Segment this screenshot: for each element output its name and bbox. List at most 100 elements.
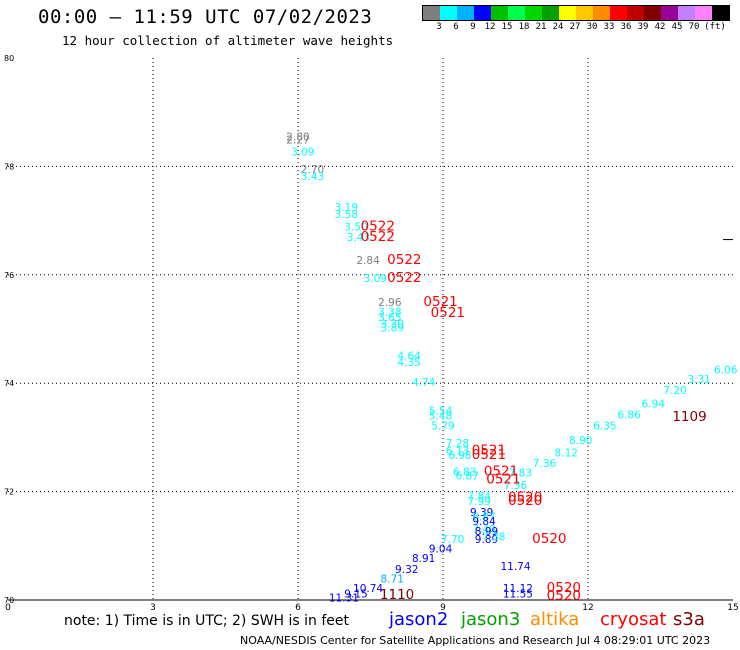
wave-height-point: 7.38: [482, 531, 505, 543]
wave-height-point: 2.84: [356, 255, 380, 267]
wave-height-point: 3.43: [301, 171, 324, 183]
legend-jason3: jason3: [461, 609, 521, 630]
pass-time-label: 0521: [484, 463, 518, 479]
color-scale-label: 21: [535, 22, 547, 32]
wave-height-point: 8.91: [412, 553, 435, 565]
pass-time-label: 0520: [508, 489, 542, 505]
x-tick-label: 15: [727, 603, 738, 613]
wave-height-point: 4.35: [397, 357, 420, 369]
color-scale-label: 39: [637, 22, 649, 32]
color-scale-label: (ft): [704, 22, 726, 32]
color-scale-label: 9: [470, 22, 476, 32]
wave-height-point: 3.38: [378, 306, 401, 318]
color-scale-label: 70: [688, 22, 700, 32]
wave-height-point: 3.31: [687, 374, 710, 386]
color-swatch-17: [712, 6, 729, 20]
wave-height-point: 7.84: [468, 491, 492, 503]
wave-height-point: 9.39: [470, 507, 493, 519]
wave-height-point: 2.96: [378, 297, 402, 309]
y-tick-label: 72: [4, 488, 14, 497]
color-swatch-0: [423, 6, 440, 20]
wave-height-point: 6.06: [714, 364, 738, 376]
wave-height-point: 3.09: [364, 273, 387, 285]
color-scale-labels: 3 6 9 12 15 18 21 24 27 30 33 36 39 42 45 70 (ft): [422, 22, 740, 34]
wave-height-point: 4.64: [397, 350, 421, 362]
pass-time-label: 0522: [361, 229, 395, 245]
wave-height-point: 7.99: [468, 496, 491, 508]
color-scale-label: 36: [620, 22, 632, 32]
wave-height-point: 7.36: [533, 458, 557, 470]
color-swatch-9: [576, 6, 593, 20]
color-swatch-15: [678, 6, 695, 20]
wave-height-point: 2.80: [286, 131, 309, 143]
color-swatch-12: [627, 6, 644, 20]
footer-credit: NOAA/NESDIS Center for Satellite Applica…: [240, 634, 711, 647]
color-scale-label: 3: [436, 22, 442, 32]
pass-time-label: 0522: [361, 218, 395, 234]
color-swatch-4: [491, 6, 508, 20]
wave-height-point: 6.83: [453, 466, 476, 478]
axes: [8, 239, 733, 601]
x-tick-label: 9: [440, 603, 446, 613]
wave-height-point: 2.27: [286, 135, 309, 147]
pass-time-label: 0521: [472, 447, 506, 463]
color-scale-label: 30: [586, 22, 598, 32]
color-scale-label: 42: [654, 22, 666, 32]
wave-height-point: 2.70: [301, 164, 324, 176]
x-tick-label: 6: [295, 603, 301, 613]
color-scale-label: 45: [671, 22, 683, 32]
color-swatch-1: [440, 6, 457, 20]
color-swatch-14: [661, 6, 678, 20]
pass-time-label: 0521: [472, 443, 506, 459]
color-scale-label: 27: [569, 22, 581, 32]
wave-height-point: 7.70: [441, 534, 464, 546]
x-tick-label: 3: [150, 603, 156, 613]
wave-height-point: 3.30: [381, 318, 404, 330]
wave-height-point: 5.79: [431, 420, 454, 432]
color-scale-label: 18: [518, 22, 530, 32]
wave-height-point: 6.87: [472, 511, 495, 523]
color-scale-bar: [422, 5, 730, 21]
pass-time-label: 0522: [387, 252, 421, 268]
pass-time-label: 0520: [508, 493, 542, 509]
legend-s3a: s3a: [673, 609, 705, 630]
chart-subtitle: 12 hour collection of altimeter wave hei…: [62, 33, 394, 48]
y-tick-label: 80: [4, 54, 14, 63]
color-scale-label: 24: [552, 22, 564, 32]
pass-time-label: 0520: [547, 580, 581, 596]
wave-height-point: 5.54: [429, 406, 453, 418]
wave-height-point: 9.04: [429, 543, 453, 555]
legend-jason2: jason2: [389, 609, 449, 630]
wave-height-point: 9.84: [472, 516, 496, 528]
wave-height-point: 10.74: [353, 583, 383, 595]
wave-height-point: 11.12: [503, 583, 533, 595]
wave-height-point: 5.48: [429, 411, 452, 423]
color-scale-label: 33: [603, 22, 615, 32]
wave-height-point: 3.19: [335, 202, 358, 214]
wave-height-point: 6.13: [446, 446, 469, 458]
wave-height-point: 8.12: [555, 447, 578, 459]
x-tick-label: 0: [5, 603, 11, 613]
color-swatch-13: [644, 6, 661, 20]
wave-height-point: 6.94: [642, 399, 666, 411]
y-tick-label: 70: [4, 596, 14, 605]
wave-height-point: 9.15: [344, 588, 367, 600]
wave-height-point: 7.28: [446, 438, 469, 450]
wave-height-point: 9.89: [475, 534, 498, 546]
wave-height-point: 7.40: [472, 523, 495, 535]
wave-height-point: 8.99: [475, 526, 498, 538]
color-swatch-6: [525, 6, 542, 20]
y-tick-label: 78: [4, 162, 14, 171]
pass-time-label: 0521: [486, 471, 520, 487]
x-tick-label: 12: [582, 603, 593, 613]
pass-time-label: 0522: [387, 270, 421, 286]
wave-height-point: 3.43: [347, 232, 370, 244]
wave-height-point: 3.50: [344, 221, 367, 233]
wave-height-point: 7.20: [663, 385, 686, 397]
color-swatch-11: [610, 6, 627, 20]
wave-height-point: 4.74: [412, 377, 436, 389]
wave-height-point: 3.65: [378, 312, 401, 324]
pass-time-label: 0520: [547, 588, 581, 604]
y-tick-label: 76: [4, 271, 14, 280]
